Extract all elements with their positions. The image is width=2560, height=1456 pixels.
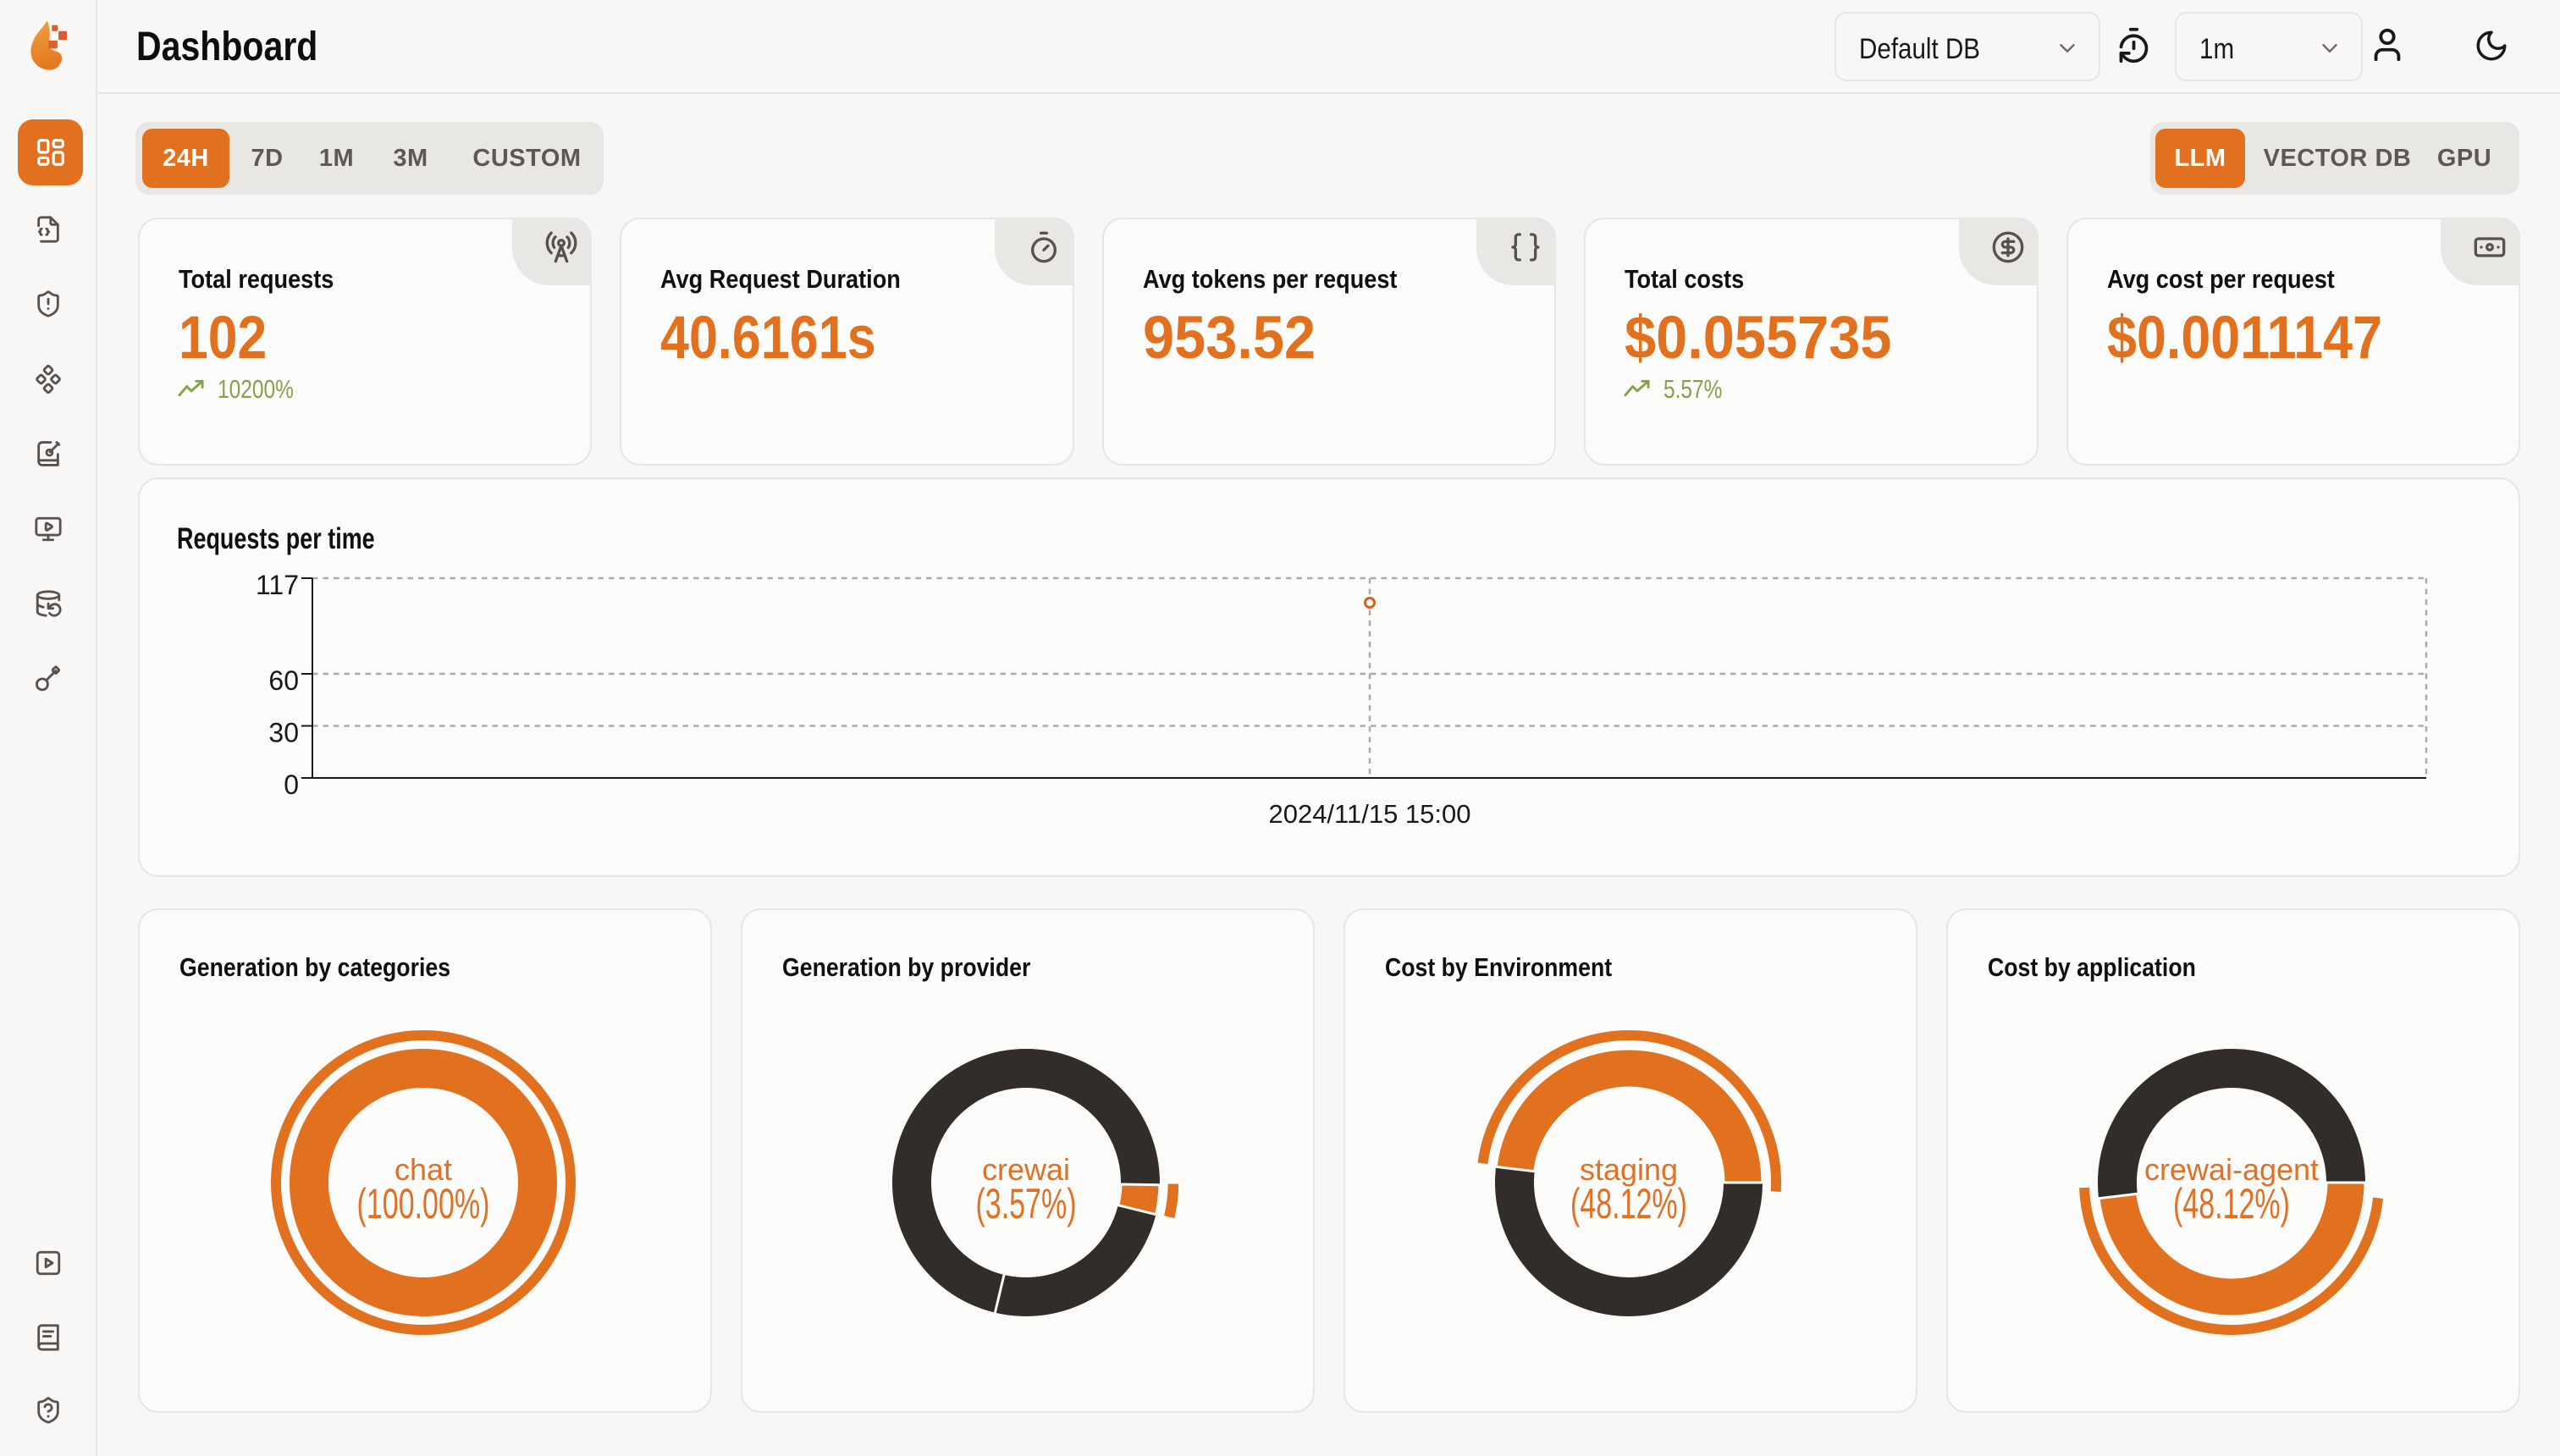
svg-text:60: 60 [268, 665, 299, 696]
svg-text:117: 117 [256, 570, 299, 600]
svg-text:2024/11/15 15:00: 2024/11/15 15:00 [1268, 799, 1470, 829]
svg-text:30: 30 [268, 718, 299, 748]
svg-text:0: 0 [284, 769, 299, 800]
